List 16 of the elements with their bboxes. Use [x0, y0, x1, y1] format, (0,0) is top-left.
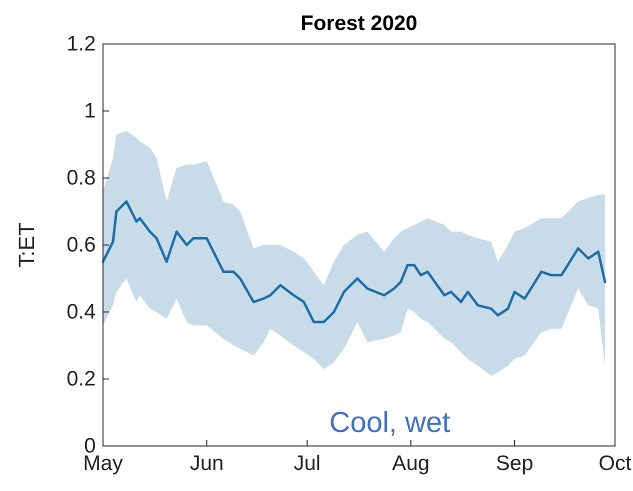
x-tick-label: Jul	[294, 452, 321, 475]
y-tick-label: 1	[84, 100, 96, 123]
y-tick-label: 1.2	[66, 32, 96, 56]
y-axis-title: T:ET	[14, 222, 39, 268]
x-tick-label: Oct	[598, 452, 632, 475]
y-tick-label: 0.2	[66, 368, 96, 391]
x-tick-label: Jun	[190, 452, 224, 475]
annotation: Cool, wet	[329, 407, 450, 439]
y-tick-label: 0.8	[66, 166, 96, 190]
line-series	[102, 200, 606, 324]
x-tick-label: Sep	[496, 452, 534, 475]
y-tick-label: 0.4	[66, 300, 96, 324]
x-tick-label: May	[83, 452, 124, 475]
y-tick-label: 0.6	[66, 234, 96, 257]
x-tick-label: Aug	[392, 452, 430, 475]
chart-title: Forest 2020	[300, 12, 418, 35]
